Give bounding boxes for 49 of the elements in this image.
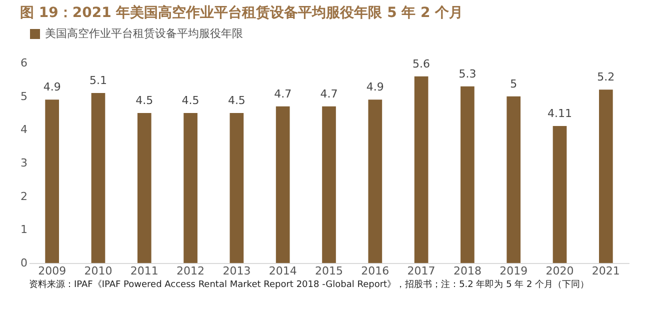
- bar: [276, 106, 290, 263]
- bar: [230, 113, 244, 263]
- bar: [599, 90, 613, 263]
- y-tick-label: 6: [20, 56, 28, 70]
- x-tick-label: 2013: [222, 264, 251, 278]
- text: 资料来源：IPAF《IPAF Powered Access Rental Market Report 2018 -Global Report》，招股书；注：5.2 年即为 5 年 2 个月（下同）: [29, 279, 590, 290]
- data-label: 4.5: [182, 94, 200, 107]
- x-tick-label: 2020: [546, 264, 574, 278]
- bar: [184, 113, 198, 263]
- data-label: 5.3: [458, 67, 476, 80]
- x-tick-label: 2012: [176, 264, 205, 278]
- x-tick-label: 2014: [268, 264, 297, 278]
- legend-label: 美国高空作业平台租赁设备平均服役年限: [45, 27, 243, 40]
- bar: [368, 100, 382, 263]
- data-label: 5.6: [412, 57, 430, 70]
- bar: [414, 76, 428, 263]
- x-tick-label: 2015: [315, 264, 343, 278]
- data-label: 5: [510, 77, 518, 90]
- bar: [322, 106, 336, 263]
- x-tick-label: 2016: [361, 264, 390, 278]
- y-tick-label: 2: [20, 190, 28, 203]
- x-tick-label: 2010: [84, 264, 112, 278]
- data-label: 4.5: [228, 94, 246, 107]
- bar: [91, 93, 106, 263]
- y-tick-label: 1: [20, 223, 28, 236]
- bar: [506, 96, 521, 263]
- bar: [552, 126, 567, 263]
- y-tick-label: 3: [20, 156, 28, 170]
- chart-title: 图 19：2021 年美国高空作业平台租赁设备平均服役年限 5 年 2 个月: [20, 4, 464, 21]
- data-label: 4.9: [366, 80, 384, 94]
- data-label: 5.2: [597, 70, 615, 84]
- bar: [460, 86, 474, 263]
- x-tick-label: 2017: [407, 264, 436, 278]
- data-label: 4.9: [43, 80, 61, 94]
- bar: [45, 100, 59, 263]
- y-tick-label: 0: [20, 256, 28, 270]
- data-label: 4.7: [320, 87, 338, 100]
- x-tick-label: 2018: [453, 264, 482, 278]
- x-tick-label: 2009: [38, 264, 66, 278]
- data-label: 4.7: [274, 87, 292, 100]
- y-tick-label: 4: [20, 123, 28, 136]
- bar: [137, 113, 152, 263]
- x-tick-label: 2011: [130, 264, 158, 278]
- x-tick-label: 2019: [500, 264, 528, 278]
- x-tick-label: 2021: [592, 264, 620, 278]
- data-label: 4.5: [136, 94, 154, 107]
- y-tick-label: 5: [20, 90, 28, 103]
- data-label: 5.1: [89, 74, 107, 87]
- data-label: 4.11: [548, 107, 572, 120]
